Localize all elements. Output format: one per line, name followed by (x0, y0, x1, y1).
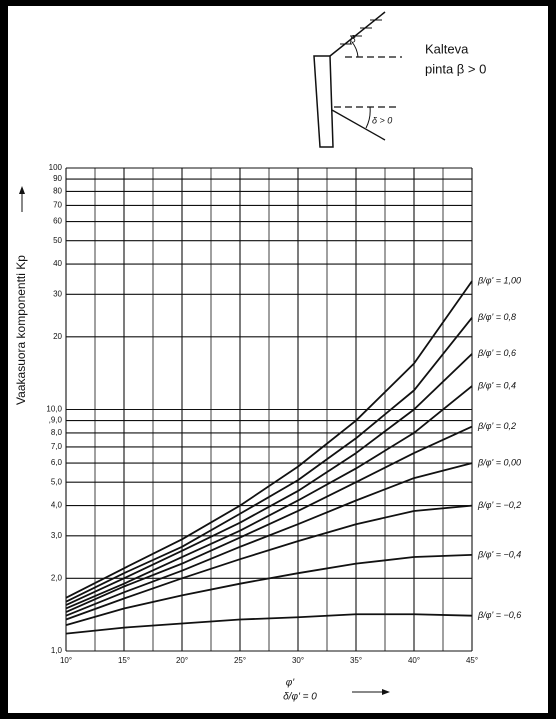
y-tick-label: 1,0 (51, 646, 63, 655)
axis-arrow-head (382, 689, 390, 695)
curve (65, 462, 473, 617)
slope (329, 11, 386, 57)
x-tick-label: 30° (292, 656, 304, 665)
curve-label: β/φ' = −0,2 (477, 500, 521, 510)
y-tick-label: 5,0 (51, 477, 63, 486)
x-tick-label: 15° (118, 656, 130, 665)
y-tick-label: 50 (53, 236, 62, 245)
y-tick-label: 8,0 (51, 428, 63, 437)
y-tick-label: 60 (53, 217, 62, 226)
y-tick-label: 3,0 (51, 531, 63, 540)
curve-label: β/φ' = 0,8 (477, 312, 516, 322)
y-tick-label: 90 (53, 174, 62, 183)
x-axis-label: φ' (286, 678, 296, 689)
y-tick-label: 40 (53, 259, 62, 268)
y-tick-label: ,9,0 (49, 416, 63, 425)
angle-arc (351, 41, 359, 58)
force-line (331, 109, 386, 141)
x-tick-label: 20° (176, 656, 188, 665)
x-tick-label: 25° (234, 656, 246, 665)
curve-label: β/φ' = 0,00 (477, 457, 521, 467)
y-tick-label: 10,0 (46, 405, 62, 414)
y-tick-label: 2,0 (51, 573, 63, 582)
curve (65, 553, 473, 626)
x-axis-note: δ/φ' = 0 (283, 692, 317, 703)
curve (65, 504, 473, 621)
curve (65, 317, 473, 603)
axis-arrow-head (19, 186, 25, 194)
curve (65, 425, 473, 613)
y-tick-label: 7,0 (51, 442, 63, 451)
curve-label: β/φ' = −0,6 (477, 610, 521, 620)
y-tick-label: 20 (53, 332, 62, 341)
curve (65, 385, 473, 610)
angle-arc (365, 106, 371, 129)
curve-label: β/φ' = 1,00 (477, 276, 521, 286)
wall-diagram (313, 11, 402, 148)
curve-label: β/φ' = −0,4 (477, 549, 521, 559)
x-tick-label: 35° (350, 656, 362, 665)
annotation: δ > 0 (372, 115, 392, 125)
x-tick-label: 45° (466, 656, 478, 665)
curve (65, 280, 473, 599)
y-tick-label: 4,0 (51, 501, 63, 510)
curve (65, 353, 473, 606)
curve-label: β/φ' = 0,4 (477, 380, 516, 390)
y-tick-label: 30 (53, 289, 62, 298)
annotation: pinta β > 0 (425, 61, 486, 76)
annotation: β (349, 35, 356, 46)
y-tick-label: 70 (53, 201, 62, 210)
y-tick-label: 80 (53, 187, 62, 196)
y-tick-label: 100 (49, 163, 63, 172)
wall (313, 55, 334, 148)
annotation: Kalteva (425, 41, 469, 56)
x-tick-label: 40° (408, 656, 420, 665)
x-tick-label: 10° (60, 656, 72, 665)
curve-label: β/φ' = 0,2 (477, 421, 516, 431)
y-axis-label: Vaakasuora komponentti Kp (14, 255, 28, 405)
curve (65, 613, 473, 635)
curve-label: β/φ' = 0,6 (477, 348, 516, 358)
y-tick-label: 6,0 (51, 458, 63, 467)
